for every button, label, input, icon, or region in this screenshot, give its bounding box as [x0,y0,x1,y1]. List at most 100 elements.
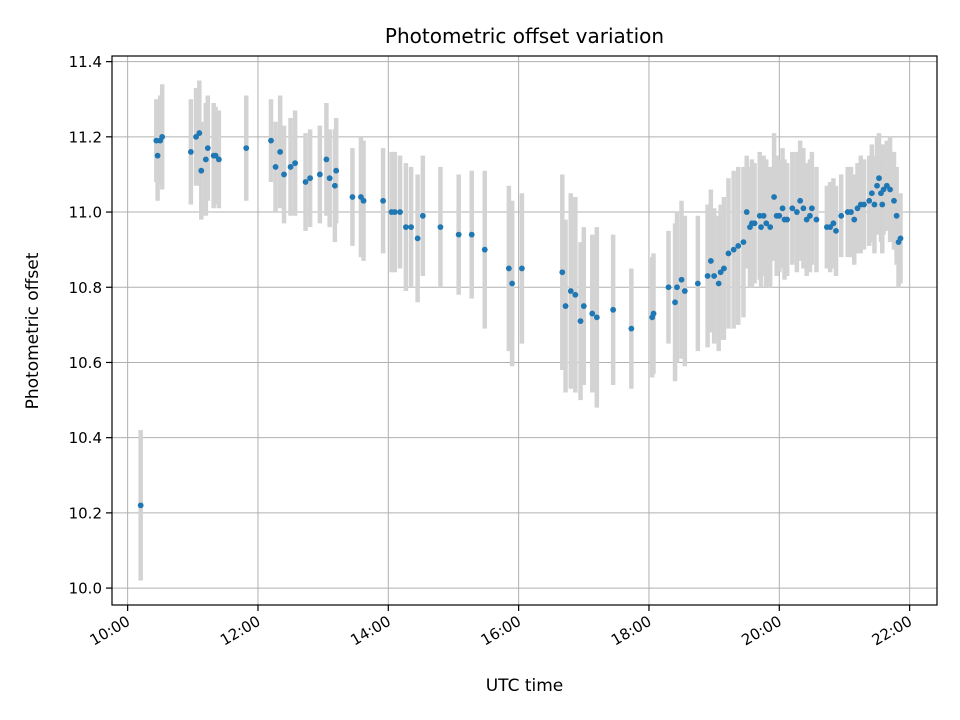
data-point [678,276,685,283]
data-point [292,160,299,167]
data-point [326,175,333,182]
data-point [735,242,742,249]
data-point [887,186,893,193]
x-axis-label: UTC time [486,676,564,696]
data-point [202,156,209,163]
data-point [281,171,287,178]
y-axis-ticks: 10.0 10.2 10.4 10.6 10.8 11.0 11.2 11.4 [69,53,112,598]
data-point [776,212,783,219]
data-point [307,175,314,182]
data-point [505,265,512,272]
data-point [725,250,732,257]
data-point [243,145,250,152]
data-point [212,152,219,159]
data-point [808,205,815,212]
data-point [419,212,426,219]
data-point [876,175,882,182]
data-point [650,310,657,317]
data-point [897,235,904,242]
y-tick-label: 10.2 [69,504,102,522]
data-point [316,171,323,178]
data-point [715,280,722,287]
data-point [681,288,688,294]
data-point [797,197,804,204]
data-point [813,216,820,223]
data-point [455,231,462,238]
data-point [784,216,791,223]
data-point [187,148,194,155]
data-point [408,224,415,230]
data-point [730,246,737,253]
data-point [287,164,294,170]
data-point [518,265,525,272]
data-point [803,216,810,223]
data-point [572,291,579,298]
data-point [380,197,386,204]
data-point [883,182,890,189]
y-tick-label: 11.2 [69,128,102,146]
data-point [577,318,584,324]
data-point [159,133,166,140]
data-point [589,310,596,317]
data-point [349,194,356,200]
data-point [154,152,161,159]
data-point [711,273,718,279]
data-point [848,209,854,215]
data-point [879,201,886,208]
data-point [793,209,800,215]
data-point [694,280,701,287]
data-point [559,269,566,276]
data-point [137,502,144,509]
data-point [277,148,284,155]
data-point [509,280,516,287]
data-point [830,220,837,227]
data-point [827,224,834,230]
data-point [751,220,758,227]
data-point [800,205,807,212]
data-point [562,303,569,309]
data-point [333,167,340,174]
y-tick-label: 11.4 [69,53,102,71]
data-point [891,197,897,204]
data-point [771,194,777,200]
y-tick-label: 10.8 [69,279,102,297]
data-point [704,273,711,279]
y-axis-label: Photometric offset [23,252,43,409]
data-point [198,167,205,174]
data-point [874,182,880,189]
data-point [331,182,338,189]
data-point [866,197,873,204]
data-point [402,224,409,230]
data-point [871,201,878,208]
data-point [437,224,444,230]
data-point [674,284,680,291]
data-point [468,231,475,238]
data-point [302,179,309,185]
data-point [880,186,887,193]
data-point [481,246,488,253]
data-point [567,288,574,294]
data-point [414,235,421,242]
data-point [580,303,587,309]
data-point [861,201,867,208]
data-point [268,137,274,144]
data-point [717,269,724,276]
y-tick-label: 10.4 [69,429,102,447]
data-point [833,227,839,234]
data-point [763,220,770,227]
data-point [193,133,199,140]
data-point [743,209,750,215]
data-point [767,224,774,230]
chart-title: Photometric offset variation [385,24,664,48]
data-point [868,190,875,197]
data-point [360,197,367,204]
data-point [204,145,211,152]
y-tick-label: 11.0 [69,204,102,222]
data-point [760,212,767,219]
plot-frame [111,55,938,606]
data-point [272,164,279,170]
y-tick-label: 10.6 [69,354,102,372]
data-point [721,265,727,272]
